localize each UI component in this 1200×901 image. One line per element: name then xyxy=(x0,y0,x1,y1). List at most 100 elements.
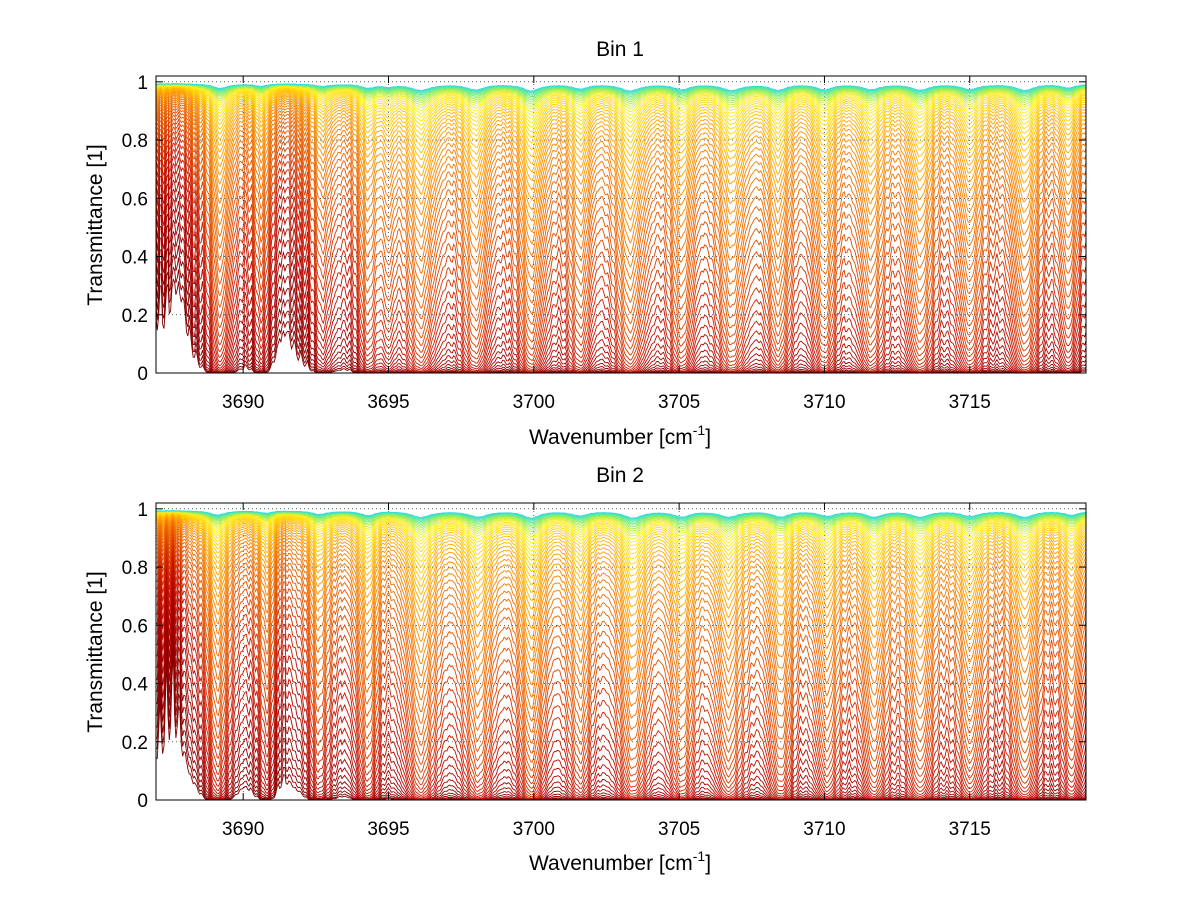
transmittance-series-line xyxy=(155,88,1087,182)
transmittance-series-line xyxy=(155,537,1087,789)
transmittance-series-line xyxy=(155,85,1087,139)
transmittance-series-line xyxy=(155,92,1087,222)
transmittance-series-line xyxy=(155,101,1087,293)
transmittance-series-line xyxy=(155,529,1087,772)
transmittance-series-line xyxy=(155,126,1087,362)
series-group-bin-2 xyxy=(155,510,1087,801)
transmittance-series-line xyxy=(155,90,1087,201)
transmittance-series-line xyxy=(155,579,1087,801)
chart-title-bin-1: Bin 1 xyxy=(596,38,644,61)
transmittance-series-line xyxy=(155,89,1087,191)
transmittance-series-line xyxy=(155,188,1087,374)
x-tick-label: 3695 xyxy=(367,392,409,413)
transmittance-series-line xyxy=(155,84,1087,108)
y-tick-label: 0.6 xyxy=(122,189,148,210)
y-axis-label-bin-1: Transmittance [1] xyxy=(84,144,107,305)
panel-bin-1: Bin 1 3690 3695 3700 3705 3710 3715 0 0.2 0.4 0.6… xyxy=(84,38,1087,449)
x-tick-label: 3700 xyxy=(513,819,555,840)
transmittance-series-line xyxy=(155,515,1087,663)
x-tick-label: 3690 xyxy=(222,819,264,840)
transmittance-series-line xyxy=(155,532,1087,779)
transmittance-series-line xyxy=(155,84,1087,110)
transmittance-series-line xyxy=(155,527,1087,764)
transmittance-series-line xyxy=(155,97,1087,269)
y-tick-label: 1 xyxy=(137,73,148,94)
transmittance-series-line xyxy=(155,85,1087,128)
transmittance-series-line xyxy=(155,511,1087,573)
transmittance-series-line xyxy=(155,148,1087,372)
transmittance-series-line xyxy=(155,518,1087,710)
transmittance-series-line xyxy=(155,84,1087,116)
transmittance-series-line xyxy=(155,84,1087,113)
transmittance-series-line xyxy=(156,510,1087,544)
transmittance-series-line xyxy=(155,534,1087,785)
transmittance-series-line xyxy=(155,524,1087,744)
x-axis-label-bin-1: Wavenumber [cm-1] xyxy=(529,422,711,449)
transmittance-series-line xyxy=(155,155,1087,373)
y-tick-label: 0.6 xyxy=(122,616,148,637)
transmittance-series-line xyxy=(155,522,1087,734)
transmittance-series-line xyxy=(155,96,1087,257)
y-tick-label: 1 xyxy=(137,500,148,521)
transmittance-series-line xyxy=(155,525,1087,755)
transmittance-series-line xyxy=(156,510,1087,530)
x-tick-label: 3710 xyxy=(803,819,845,840)
y-tick-label: 0.2 xyxy=(122,306,148,327)
transmittance-series-line xyxy=(155,83,1087,92)
transmittance-series-line xyxy=(155,136,1087,368)
transmittance-series-line xyxy=(155,544,1087,796)
transmittance-series-line xyxy=(155,86,1087,151)
plot-frame-bin-1 xyxy=(155,75,1087,374)
transmittance-series-line xyxy=(156,510,1087,533)
transmittance-series-line xyxy=(156,510,1087,541)
transmittance-series-line xyxy=(156,510,1087,519)
transmittance-series-line xyxy=(155,594,1087,801)
transmittance-series-line xyxy=(156,511,1087,567)
x-tick-label: 3690 xyxy=(222,392,264,413)
transmittance-series-line xyxy=(155,131,1087,365)
transmittance-series-line xyxy=(155,103,1087,305)
transmittance-series-line xyxy=(155,567,1087,801)
transmittance-series-line xyxy=(156,510,1087,524)
transmittance-series-line xyxy=(155,547,1087,798)
transmittance-series-line xyxy=(155,514,1087,640)
transmittance-series-line xyxy=(155,512,1087,579)
transmittance-series-line xyxy=(155,91,1087,211)
y-tick-label: 0.2 xyxy=(122,733,148,754)
transmittance-series-line xyxy=(155,556,1087,800)
y-tick-label: 0.8 xyxy=(122,131,148,152)
transmittance-series-line xyxy=(155,122,1087,357)
transmittance-series-line xyxy=(155,142,1087,370)
transmittance-series-line xyxy=(155,114,1087,343)
ticks-bin-1: 3690 3695 3700 3705 3710 3715 0 0.2 0.4 0.6 0.8 1 xyxy=(122,73,1086,413)
transmittance-series-line xyxy=(156,510,1087,528)
series-group-bin-1 xyxy=(155,83,1087,374)
transmittance-series-line xyxy=(155,88,1087,173)
transmittance-series-line xyxy=(155,511,1087,561)
x-tick-label: 3705 xyxy=(658,819,700,840)
transmittance-series-line xyxy=(155,513,1087,620)
transmittance-series-line xyxy=(155,162,1087,373)
y-tick-label: 0 xyxy=(137,791,148,812)
transmittance-series-line xyxy=(155,511,1087,556)
transmittance-series-line xyxy=(155,87,1087,165)
y-tick-label: 0.4 xyxy=(122,675,149,696)
transmittance-series-line xyxy=(155,512,1087,586)
transmittance-series-line xyxy=(155,540,1087,793)
transmittance-series-line xyxy=(156,511,1087,552)
transmittance-series-line xyxy=(156,512,1087,594)
transmittance-series-line xyxy=(155,111,1087,335)
x-tick-label: 3715 xyxy=(949,819,991,840)
transmittance-series-line xyxy=(156,510,1087,525)
transmittance-series-line xyxy=(155,514,1087,630)
transmittance-series-line xyxy=(155,519,1087,722)
y-tick-label: 0.4 xyxy=(122,248,149,269)
transmittance-series-line xyxy=(155,561,1087,800)
x-tick-label: 3700 xyxy=(513,392,555,413)
transmittance-series-line xyxy=(155,179,1087,374)
transmittance-series-line xyxy=(155,94,1087,245)
transmittance-series-line xyxy=(155,515,1087,651)
x-tick-label: 3715 xyxy=(949,392,991,413)
transmittance-series-line xyxy=(155,105,1087,315)
transmittance-series-line xyxy=(155,586,1087,801)
